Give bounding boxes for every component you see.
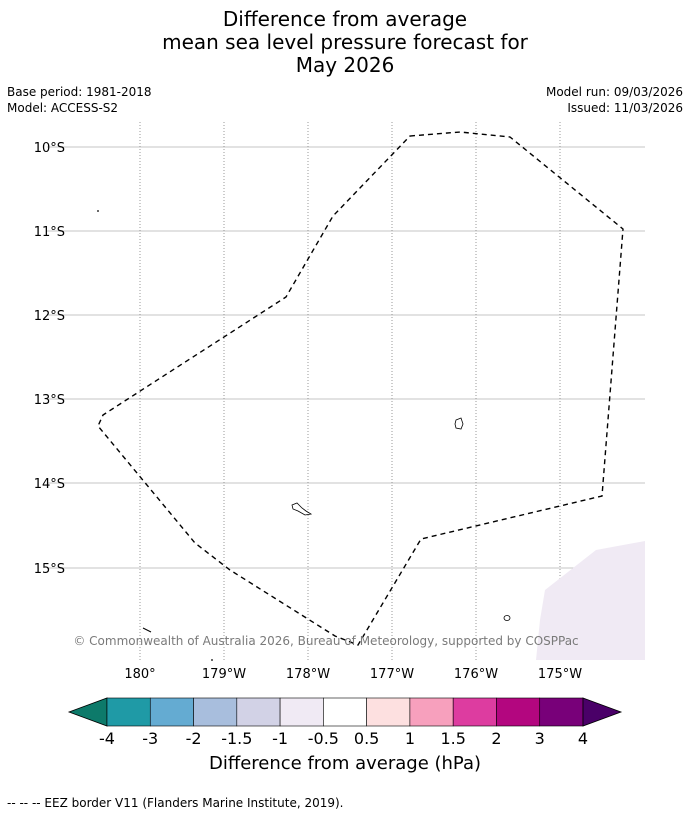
title-line-3: May 2026 [295,53,395,77]
colorbar-tick-label: -3 [142,729,158,748]
colorbar-swatch [106,697,151,727]
lat-label: 11°S [34,225,65,240]
colorbar-swatch [452,697,497,727]
island [503,615,511,621]
copyright-notice: © Commonwealth of Australia 2026, Bureau… [73,634,578,648]
islands [97,210,511,661]
lat-label: 15°S [34,562,65,577]
lon-label: 179°W [202,667,246,682]
longitude-labels: 180° 179°W 178°W 177°W 176°W 175°W [124,667,582,682]
longitude-gridlines [139,122,561,660]
lon-label: 178°W [286,667,330,682]
title-line-2: mean sea level pressure forecast for [162,30,528,54]
colorbar-swatch [149,697,194,727]
colorbar [67,697,623,727]
colorbar-tick-label: 1.5 [440,729,465,748]
island [211,659,213,661]
model-name: Model: ACCESS-S2 [7,101,119,115]
colorbar-tick-label: -1.5 [221,729,252,748]
title-line-1: Difference from average [222,7,468,31]
lon-label: 175°W [538,667,582,682]
colorbar-swatch [279,697,324,727]
lat-label: 12°S [34,309,65,324]
colorbar-swatch [236,697,281,727]
island [454,417,464,430]
colorbar-tick-labels: -4 -3 -2 -1.5 -1 -0.5 0.5 1 1.5 2 3 4 [99,729,588,748]
eez-border [97,131,624,646]
run-info: Model run: 09/03/2026 Issued: 11/03/2026 [546,84,683,116]
latitude-gridlines [47,146,645,569]
anomaly-shading [536,541,645,660]
colorbar-tick-label: -1 [272,729,288,748]
colorbar-tick-label: 4 [578,729,588,748]
model-info: Base period: 1981-2018 Model: ACCESS-S2 [7,84,152,116]
latitude-labels: 10°S 11°S 12°S 13°S 14°S 15°S [34,141,65,577]
colorbar-swatch [409,697,454,727]
colorbar-swatch [323,697,367,727]
colorbar-extend-low [67,697,108,727]
colorbar-extend-high [582,697,623,727]
lat-label: 10°S [34,141,65,156]
base-period: Base period: 1981-2018 [7,85,152,99]
island [291,502,313,516]
colorbar-tick-label: 0.5 [354,729,379,748]
colorbar-label: Difference from average (hPa) [208,753,482,774]
lat-label: 14°S [34,477,65,492]
map-figure: 10°S 11°S 12°S 13°S 14°S 15°S 180° 179°W… [34,122,645,748]
model-run: Model run: 09/03/2026 [545,85,683,99]
island [97,210,99,212]
colorbar-tick-label: 3 [535,729,545,748]
colorbar-tick-label: 2 [491,729,501,748]
colorbar-swatch [193,697,238,727]
lon-label: 177°W [370,667,414,682]
colorbar-tick-label: -4 [99,729,115,748]
map-title: Difference from average mean sea level p… [0,8,690,77]
island [142,627,152,633]
issued-date: Issued: 11/03/2026 [567,101,683,115]
colorbar-swatch [496,697,541,727]
colorbar-tick-label: -0.5 [308,729,339,748]
colorbar-swatch [366,697,411,727]
lat-label: 13°S [34,393,65,408]
colorbar-tick-label: -2 [186,729,202,748]
lon-label: 176°W [454,667,498,682]
lon-label: 180° [124,667,155,682]
colorbar-swatch [539,697,584,727]
eez-legend: -- -- -- EEZ border V11 (Flanders Marine… [7,796,344,810]
colorbar-tick-label: 1 [405,729,415,748]
